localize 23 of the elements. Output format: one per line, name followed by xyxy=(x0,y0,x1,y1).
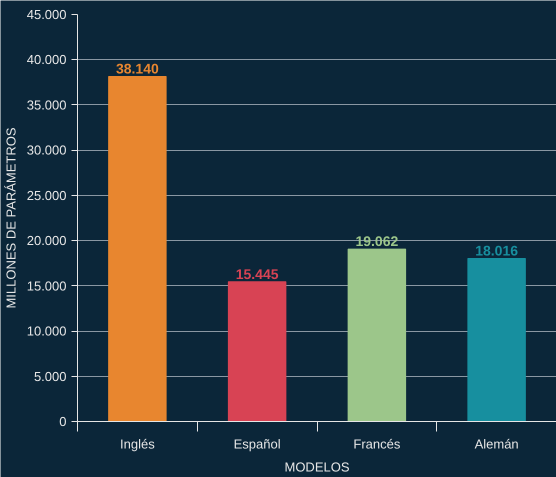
y-tick-label: 0 xyxy=(59,414,67,429)
bar xyxy=(467,258,526,422)
y-tick-label: 30.000 xyxy=(26,142,67,158)
x-tick-label: Inglés xyxy=(120,436,156,452)
x-tick-label: Español xyxy=(234,436,281,452)
bar xyxy=(228,281,286,422)
y-tick-label: 35.000 xyxy=(26,97,67,112)
x-axis-title: MODELOS xyxy=(284,460,350,474)
bar xyxy=(108,76,167,422)
data-label: 15.445 xyxy=(236,266,279,282)
y-tick-label: 20.000 xyxy=(26,233,67,248)
y-tick-label: 25.000 xyxy=(26,188,67,203)
x-tick-label: Alemán xyxy=(474,436,519,452)
y-tick-label: 15.000 xyxy=(26,278,67,294)
y-tick-label: 40.000 xyxy=(26,52,67,68)
data-label: 18.016 xyxy=(475,242,518,259)
y-tick-label: 5.000 xyxy=(34,368,67,384)
y-tick-label: 10.000 xyxy=(26,324,67,339)
x-tick-label: Francés xyxy=(353,436,401,452)
y-axis-title: MILLONES DE PARÁMETROS xyxy=(4,127,19,309)
data-label: 38.140 xyxy=(116,60,159,77)
y-tick-label: 45.000 xyxy=(26,7,67,22)
bar xyxy=(348,248,406,422)
